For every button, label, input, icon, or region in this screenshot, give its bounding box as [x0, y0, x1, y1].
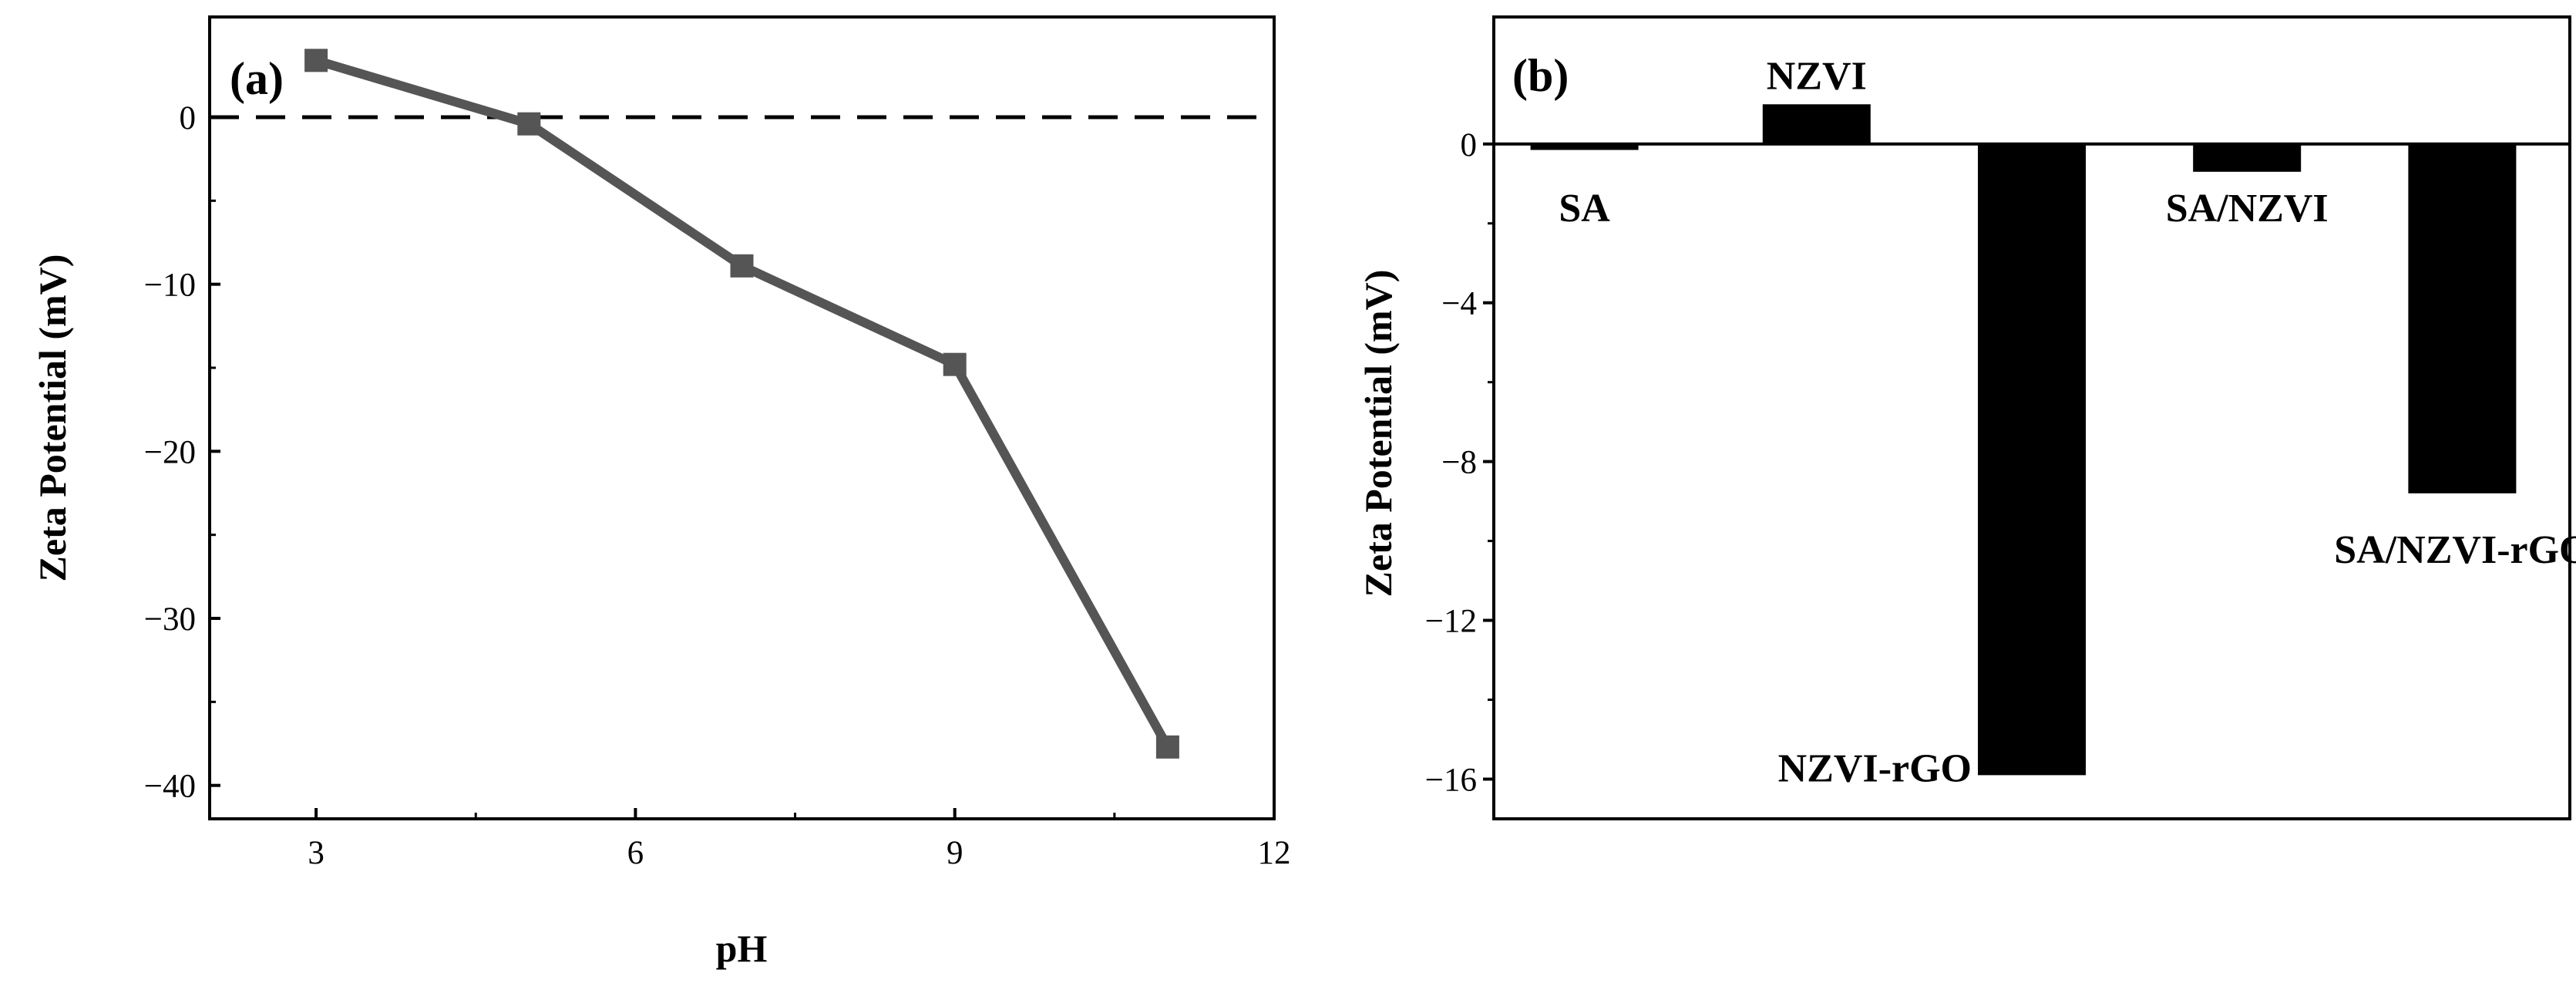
bar-category-label: SA: [1559, 187, 1610, 231]
y-tick-label: −16: [1425, 763, 1477, 799]
zeta-vs-ph-line: [314, 56, 1172, 749]
bar-category-label: NZVI-rGO: [1778, 746, 1972, 790]
panel-a-label: (a): [230, 53, 284, 104]
y-tick-label: 0: [180, 100, 197, 136]
y-tick-label: −10: [144, 268, 196, 304]
panel-b-y-axis-title: Zeta Potential (mV): [1357, 270, 1400, 598]
data-point-marker: [517, 112, 541, 136]
y-tick-label: −30: [144, 601, 196, 638]
x-tick-label: 3: [308, 835, 325, 871]
bar-category-label: NZVI: [1767, 54, 1867, 98]
panel-a-y-ticks: 0 −10 −20 −30 −40: [144, 100, 220, 805]
panel-a-y-axis-title: Zeta Potential (mV): [31, 254, 74, 582]
x-tick-label: 12: [1258, 835, 1291, 871]
x-tick-label: 6: [627, 835, 644, 871]
data-point-marker: [304, 49, 328, 72]
bar: [2408, 143, 2517, 493]
panel-a-plot-frame: [208, 15, 1276, 820]
y-tick-label: −12: [1425, 604, 1477, 640]
y-tick-label: −20: [144, 434, 196, 470]
data-point-marker: [1155, 735, 1179, 759]
panel-b-bar-labels: SA NZVI NZVI-rGO SA/NZVI SA/NZVI-rGO: [1559, 54, 2576, 790]
bar: [1978, 143, 2086, 776]
bar: [1762, 104, 1871, 144]
zeta-vs-ph-markers: [304, 49, 1179, 759]
panel-a-x-axis-title: pH: [716, 927, 768, 970]
bar-category-label: SA/NZVI: [2166, 187, 2329, 231]
panel-a-line-chart: 3 6 9 12 0 −10 −20 −30 −40 (a) pH Zeta Potentia…: [31, 15, 1291, 970]
bar: [2193, 143, 2302, 172]
bar-category-label: SA/NZVI-rGO: [2334, 528, 2576, 572]
bar: [1530, 143, 1639, 150]
panel-b-label: (b): [1512, 50, 1569, 101]
panel-a-x-ticks: 3 6 9 12: [308, 808, 1291, 871]
panel-b-bar-chart: 0 −4 −8 −12 −16 SA NZVI NZVI-rGO SA/NZVI SA/NZVI…: [1357, 15, 2576, 820]
x-tick-label: 9: [947, 835, 963, 871]
data-point-marker: [730, 254, 754, 278]
panel-b-plot-frame: [1492, 15, 2571, 820]
y-tick-label: −8: [1441, 445, 1477, 481]
data-point-marker: [943, 352, 967, 376]
y-tick-label: −4: [1441, 286, 1477, 322]
y-tick-label: −40: [144, 769, 196, 805]
panel-b-y-ticks: 0 −4 −8 −12 −16: [1425, 127, 1494, 799]
y-tick-label: 0: [1461, 127, 1478, 163]
panel-b-bars: [1530, 104, 2517, 776]
